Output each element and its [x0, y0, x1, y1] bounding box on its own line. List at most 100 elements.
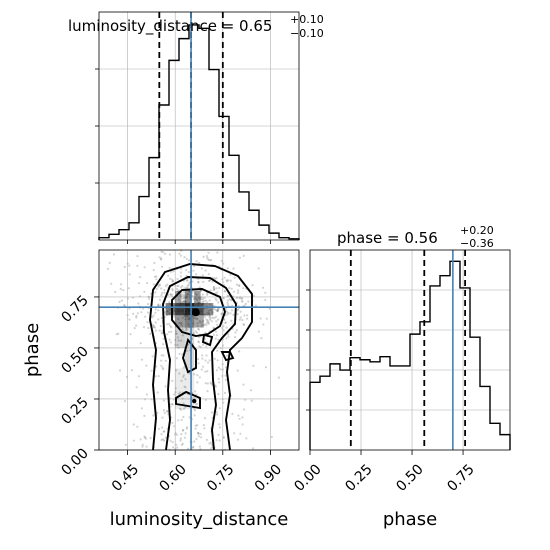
scatter-point	[135, 324, 138, 327]
scatter-point	[184, 406, 187, 409]
scatter-point	[212, 326, 215, 329]
scatter-point	[118, 300, 121, 303]
scatter-point	[108, 261, 111, 264]
scatter-point	[237, 414, 240, 417]
scatter-point	[177, 289, 180, 292]
scatter-point	[163, 288, 166, 292]
scatter-point	[173, 393, 176, 396]
scatter-point	[173, 425, 176, 428]
scatter-point	[180, 408, 183, 411]
scatter-point	[184, 378, 187, 381]
scatter-point	[155, 278, 158, 281]
scatter-point	[194, 292, 197, 295]
scatter-point	[154, 321, 157, 324]
scatter-point	[216, 251, 219, 254]
scatter-point	[180, 339, 183, 342]
scatter-point	[200, 298, 203, 301]
scatter-point	[212, 333, 215, 336]
scatter-point	[178, 407, 182, 410]
scatter-point	[203, 316, 206, 319]
scatter-point	[122, 289, 125, 292]
scatter-point	[205, 255, 208, 258]
scatter-point	[196, 374, 199, 377]
scatter-point	[197, 297, 200, 300]
scatter-point	[251, 284, 254, 287]
scatter-point	[185, 269, 188, 272]
scatter-point	[238, 318, 241, 321]
scatter-point	[237, 289, 240, 292]
scatter-point	[110, 282, 113, 285]
scatter-point	[120, 283, 123, 286]
scatter-point	[181, 334, 184, 337]
scatter-point	[133, 327, 136, 330]
scatter-point	[233, 432, 236, 435]
scatter-point	[154, 329, 157, 332]
scatter-point	[180, 267, 183, 270]
scatter-2d-density	[165, 290, 214, 410]
scatter-point	[204, 382, 207, 385]
scatter-point	[176, 336, 179, 339]
scatter-point	[166, 410, 169, 413]
xlabel-phase: phase	[383, 509, 437, 530]
scatter-point	[235, 283, 239, 286]
scatter-point	[148, 297, 151, 300]
scatter-point	[243, 314, 246, 317]
scatter-point	[128, 273, 131, 276]
scatter-point	[145, 364, 148, 367]
scatter-point	[164, 284, 167, 288]
scatter-point	[139, 438, 142, 441]
scatter-point	[204, 398, 207, 401]
scatter-point	[157, 309, 160, 312]
scatter-point	[209, 315, 212, 318]
scatter-point	[179, 275, 183, 278]
scatter-point	[120, 299, 124, 302]
scatter-point	[262, 323, 265, 326]
scatter-point	[226, 299, 229, 302]
scatter-point	[171, 278, 174, 281]
scatter-point	[205, 324, 208, 327]
scatter-point	[213, 357, 216, 360]
scatter-point	[156, 391, 159, 394]
scatter-point	[176, 277, 179, 281]
scatter-point	[216, 291, 219, 294]
density-cell-13	[175, 368, 195, 410]
scatter-point	[179, 301, 182, 304]
scatter-point	[196, 431, 200, 435]
scatter-point	[208, 442, 211, 445]
scatter-point	[241, 423, 244, 426]
scatter-point	[214, 337, 217, 340]
scatter-point	[218, 407, 221, 410]
scatter-point	[149, 332, 152, 335]
scatter-point	[168, 277, 172, 280]
scatter-point	[176, 343, 179, 347]
scatter-point	[164, 252, 167, 255]
scatter-point	[162, 368, 165, 371]
scatter-point	[231, 412, 234, 416]
scatter-point	[200, 325, 203, 328]
scatter-point	[242, 323, 245, 326]
scatter-point	[238, 417, 241, 420]
scatter-xtick-label-0: 0.45	[109, 461, 142, 494]
contour-outer	[149, 263, 253, 451]
scatter-point	[162, 430, 165, 433]
scatter-point	[226, 313, 229, 316]
scatter-point	[218, 286, 221, 290]
scatter-point	[208, 259, 211, 262]
scatter-point	[270, 435, 273, 439]
scatter-point	[236, 438, 240, 441]
scatter-point	[199, 289, 202, 292]
scatter-point	[175, 332, 178, 335]
scatter-point	[224, 321, 227, 324]
scatter-point	[183, 436, 186, 439]
scatter-point	[152, 283, 155, 286]
scatter-point	[230, 287, 233, 290]
scatter-point	[177, 392, 180, 395]
scatter-point	[183, 296, 186, 299]
scatter-point	[206, 292, 209, 295]
scatter-point	[229, 279, 232, 282]
scatter-point	[196, 402, 199, 405]
scatter-point	[225, 279, 228, 282]
scatter-point	[241, 318, 244, 322]
scatter-point	[206, 301, 209, 304]
scatter-point	[224, 290, 227, 293]
